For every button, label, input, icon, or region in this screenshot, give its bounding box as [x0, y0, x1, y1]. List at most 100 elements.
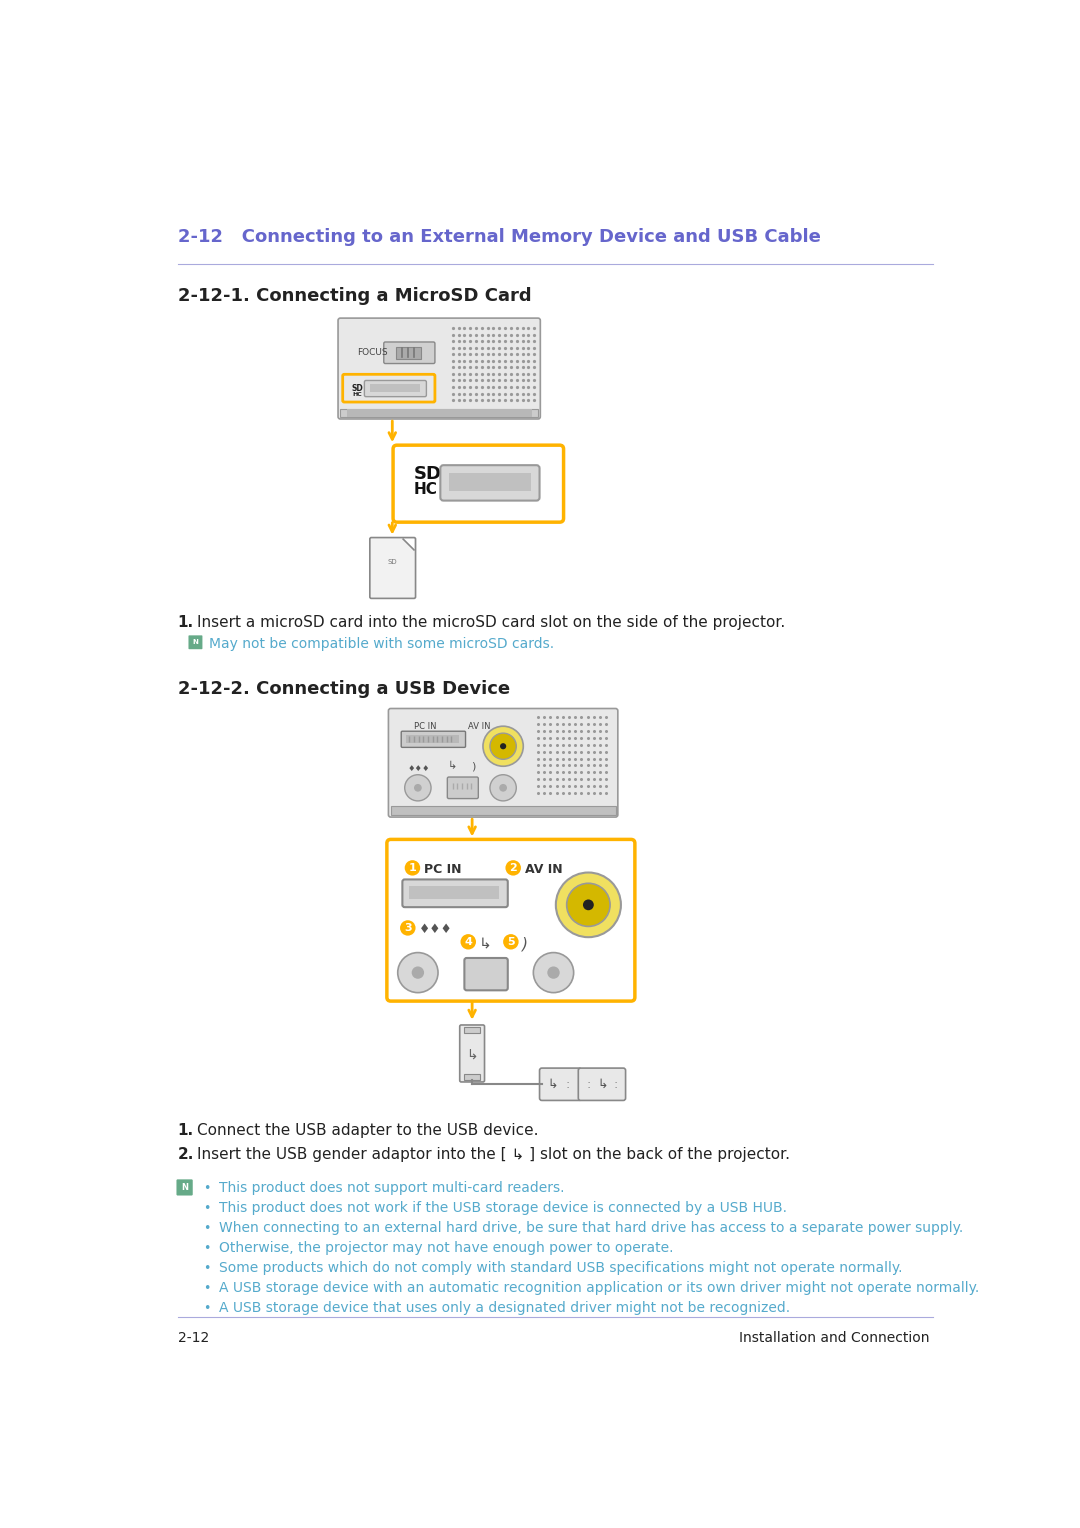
- Circle shape: [490, 733, 516, 759]
- Text: :: :: [613, 1077, 618, 1091]
- FancyBboxPatch shape: [342, 374, 435, 402]
- FancyBboxPatch shape: [464, 958, 508, 990]
- Text: ♦♦♦: ♦♦♦: [419, 923, 453, 935]
- Circle shape: [400, 920, 416, 935]
- Text: ↳: ↳: [447, 761, 457, 772]
- Bar: [406, 735, 459, 743]
- Text: This product does not support multi-card readers.: This product does not support multi-card…: [218, 1181, 564, 1195]
- Text: •: •: [203, 1282, 211, 1296]
- FancyBboxPatch shape: [338, 318, 540, 419]
- Circle shape: [460, 934, 476, 949]
- Text: ): ): [471, 761, 475, 772]
- Text: When connecting to an external hard drive, be sure that hard drive has access to: When connecting to an external hard driv…: [218, 1221, 963, 1235]
- Text: :: :: [565, 1077, 569, 1091]
- FancyBboxPatch shape: [364, 380, 427, 397]
- Text: ↳: ↳: [548, 1077, 558, 1091]
- Text: 4: 4: [464, 937, 472, 947]
- Text: ↳: ↳: [480, 937, 491, 952]
- Text: 2-12   Connecting to an External Memory Device and USB Cable: 2-12 Connecting to an External Memory De…: [177, 228, 821, 246]
- Text: FOCUS: FOCUS: [357, 348, 388, 358]
- FancyBboxPatch shape: [403, 880, 508, 908]
- Circle shape: [556, 872, 621, 937]
- Text: •: •: [203, 1262, 211, 1276]
- Bar: [449, 472, 531, 492]
- Text: 3: 3: [404, 923, 411, 934]
- Bar: [464, 1074, 480, 1080]
- Text: N: N: [181, 1183, 188, 1192]
- Text: ): ): [522, 937, 528, 952]
- Circle shape: [405, 860, 420, 876]
- Text: 2-12-1. Connecting a MicroSD Card: 2-12-1. Connecting a MicroSD Card: [177, 287, 531, 306]
- Text: 2-12-2. Connecting a USB Device: 2-12-2. Connecting a USB Device: [177, 680, 510, 698]
- Text: Insert a microSD card into the microSD card slot on the side of the projector.: Insert a microSD card into the microSD c…: [197, 614, 785, 630]
- Circle shape: [503, 934, 518, 949]
- Text: Connect the USB adapter to the USB device.: Connect the USB adapter to the USB devic…: [197, 1123, 539, 1138]
- FancyBboxPatch shape: [389, 709, 618, 817]
- Circle shape: [411, 966, 424, 979]
- Text: 2-12: 2-12: [177, 1331, 208, 1345]
- Text: Installation and Connection: Installation and Connection: [739, 1331, 930, 1345]
- FancyBboxPatch shape: [369, 538, 416, 599]
- Text: •: •: [203, 1183, 211, 1195]
- Text: PC IN: PC IN: [424, 863, 461, 876]
- Circle shape: [505, 860, 521, 876]
- Text: 1: 1: [408, 863, 416, 872]
- Circle shape: [499, 784, 507, 792]
- FancyBboxPatch shape: [401, 732, 465, 747]
- Text: 1.: 1.: [177, 614, 193, 630]
- Circle shape: [490, 775, 516, 801]
- Text: May not be compatible with some microSD cards.: May not be compatible with some microSD …: [208, 637, 554, 651]
- Text: 2: 2: [510, 863, 517, 872]
- Circle shape: [548, 966, 559, 979]
- Text: •: •: [203, 1242, 211, 1254]
- Text: SD: SD: [414, 466, 442, 483]
- Text: HC: HC: [352, 391, 362, 397]
- Text: A USB storage device that uses only a designated driver might not be recognized.: A USB storage device that uses only a de…: [218, 1300, 789, 1314]
- Text: 5: 5: [508, 937, 515, 947]
- Text: PC IN: PC IN: [414, 721, 436, 730]
- Text: 1.: 1.: [177, 1123, 193, 1138]
- Bar: [340, 410, 538, 417]
- Circle shape: [397, 952, 438, 993]
- Bar: [369, 385, 420, 393]
- Circle shape: [567, 883, 610, 926]
- FancyBboxPatch shape: [460, 1025, 485, 1082]
- Bar: [409, 886, 499, 900]
- Circle shape: [583, 900, 594, 911]
- Text: ↳: ↳: [467, 1048, 478, 1063]
- FancyBboxPatch shape: [441, 465, 540, 501]
- Text: :: :: [586, 1077, 591, 1091]
- Bar: [396, 347, 421, 359]
- Text: ♦♦♦: ♦♦♦: [408, 764, 430, 773]
- Text: ↳: ↳: [597, 1077, 608, 1091]
- Polygon shape: [403, 539, 414, 550]
- FancyBboxPatch shape: [383, 342, 435, 364]
- Text: This product does not work if the USB storage device is connected by a USB HUB.: This product does not work if the USB st…: [218, 1201, 786, 1215]
- Text: N: N: [192, 639, 199, 645]
- Circle shape: [405, 775, 431, 801]
- Circle shape: [414, 784, 422, 792]
- FancyBboxPatch shape: [578, 1068, 625, 1100]
- Text: AV IN: AV IN: [469, 721, 490, 730]
- Text: AV IN: AV IN: [525, 863, 563, 876]
- Text: Some products which do not comply with standard USB specifications might not ope: Some products which do not comply with s…: [218, 1261, 902, 1274]
- Bar: [347, 410, 531, 417]
- Text: SD: SD: [352, 384, 364, 393]
- FancyBboxPatch shape: [447, 778, 478, 799]
- FancyBboxPatch shape: [189, 636, 202, 649]
- Circle shape: [500, 743, 507, 749]
- Bar: [391, 805, 616, 814]
- FancyBboxPatch shape: [540, 1068, 581, 1100]
- Circle shape: [534, 952, 573, 993]
- Text: Otherwise, the projector may not have enough power to operate.: Otherwise, the projector may not have en…: [218, 1241, 673, 1254]
- FancyBboxPatch shape: [387, 839, 635, 1001]
- Text: •: •: [203, 1222, 211, 1235]
- Bar: [464, 1027, 480, 1033]
- Text: 2.: 2.: [177, 1148, 194, 1163]
- FancyBboxPatch shape: [393, 445, 564, 523]
- Circle shape: [483, 726, 524, 766]
- Text: A USB storage device with an automatic recognition application or its own driver: A USB storage device with an automatic r…: [218, 1280, 978, 1294]
- Text: SD: SD: [388, 559, 397, 565]
- Text: •: •: [203, 1302, 211, 1316]
- Text: Insert the USB gender adaptor into the [ ↳ ] slot on the back of the projector.: Insert the USB gender adaptor into the […: [197, 1148, 789, 1163]
